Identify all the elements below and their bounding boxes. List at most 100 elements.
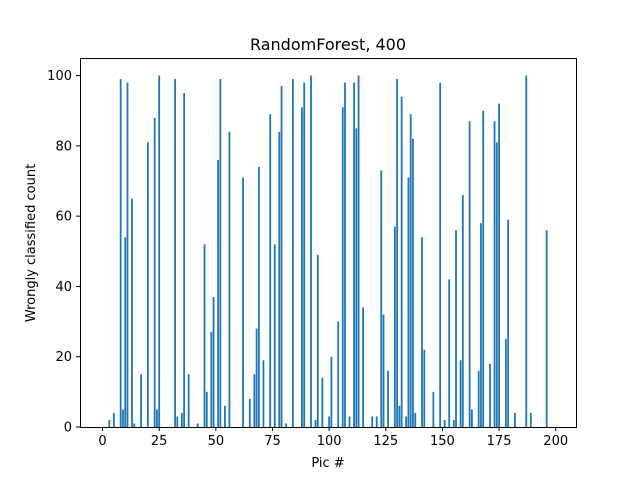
bar-104 <box>337 321 340 427</box>
bar-24 <box>156 409 158 427</box>
x-tick-label: 50 <box>208 434 225 449</box>
y-tick-label: 0 <box>64 421 72 436</box>
chart-title: RandomForest, 400 <box>250 35 406 54</box>
bar-131 <box>398 405 401 427</box>
bar-25 <box>158 75 161 427</box>
x-tick-label: 200 <box>543 434 568 449</box>
bar-8 <box>119 79 122 427</box>
bar-142 <box>423 349 426 427</box>
x-tick-label: 125 <box>373 434 398 449</box>
bar-159 <box>461 195 464 427</box>
bar-124 <box>382 314 385 427</box>
bar-35 <box>180 412 183 427</box>
bar-107 <box>344 82 346 427</box>
y-tick-label: 40 <box>55 280 72 295</box>
bar-141 <box>421 237 423 427</box>
bar-132 <box>400 96 403 427</box>
bar-178 <box>504 339 507 427</box>
bar-168 <box>482 110 485 428</box>
bar-54 <box>224 405 226 427</box>
bar-89 <box>303 82 306 427</box>
bar-97 <box>321 377 324 427</box>
bar-175 <box>498 103 500 427</box>
bar-126 <box>387 370 389 427</box>
bar-76 <box>273 244 276 427</box>
bar-129 <box>393 226 396 427</box>
bar-121 <box>375 416 378 427</box>
y-axis-label: Wrongly classified count <box>24 164 39 322</box>
bar-78 <box>278 131 281 428</box>
bar-32 <box>174 79 176 427</box>
y-tick-label: 20 <box>55 350 72 365</box>
bar-56 <box>228 131 231 428</box>
bar-74 <box>269 114 272 427</box>
bar-88 <box>301 107 303 427</box>
bar-33 <box>176 416 179 427</box>
plot-frame <box>80 58 577 428</box>
bar-84 <box>291 79 294 427</box>
bar-109 <box>348 416 351 427</box>
x-tick-label: 150 <box>430 434 455 449</box>
bar-11 <box>126 82 129 427</box>
x-tick-label: 175 <box>487 434 512 449</box>
bar-115 <box>362 307 365 427</box>
x-tick-label: 100 <box>317 434 342 449</box>
bar-156 <box>455 230 457 427</box>
x-tick-label: 25 <box>151 434 168 449</box>
bar-48 <box>210 332 213 427</box>
bar-106 <box>341 107 344 427</box>
bar-101 <box>330 356 333 427</box>
bar-173 <box>493 121 496 427</box>
bar-9 <box>122 409 124 427</box>
bar-series <box>108 75 548 428</box>
bar-68 <box>255 328 258 427</box>
bar-92 <box>310 75 312 427</box>
bar-81 <box>285 423 287 427</box>
bar-149 <box>439 82 442 427</box>
y-tick-label: 80 <box>55 139 72 154</box>
bar-162 <box>468 121 471 427</box>
bar-38 <box>187 374 190 427</box>
bar-71 <box>262 360 265 427</box>
bar-136 <box>409 114 412 427</box>
bar-155 <box>452 419 455 427</box>
x-axis-label: Pic # <box>311 456 344 471</box>
bar-62 <box>242 177 244 427</box>
bar-187 <box>525 75 528 427</box>
bar-51 <box>217 159 220 427</box>
bar-158 <box>459 360 462 427</box>
bar-14 <box>133 423 136 427</box>
y-axis-ticks: 0 20 40 60 80 100 <box>47 69 80 436</box>
bar-100 <box>328 416 331 427</box>
x-tick-label: 75 <box>264 434 281 449</box>
x-tick-label: 0 <box>98 434 106 449</box>
bar-13 <box>131 198 133 427</box>
y-tick-label: 60 <box>55 210 72 225</box>
bar-20 <box>146 142 149 427</box>
bar-167 <box>480 223 482 427</box>
bar-119 <box>371 416 374 427</box>
bar-166 <box>477 370 480 427</box>
bar-45 <box>203 244 206 427</box>
bar-130 <box>396 79 399 427</box>
bar-17 <box>140 374 142 427</box>
bar-189 <box>529 412 532 427</box>
bar-94 <box>314 419 317 427</box>
x-axis-ticks: 0 25 50 75 100 125 150 175 200 <box>98 427 568 449</box>
bar-182 <box>514 412 516 427</box>
bar-23 <box>153 117 156 428</box>
bar-67 <box>253 374 256 427</box>
bar-69 <box>257 166 260 427</box>
bar-123 <box>380 170 383 427</box>
bar-163 <box>470 409 473 427</box>
bar-79 <box>280 86 283 428</box>
bar-95 <box>316 254 319 427</box>
bar-146 <box>432 391 435 427</box>
bar-196 <box>545 230 548 427</box>
bar-137 <box>412 138 414 427</box>
bar-10 <box>124 237 127 427</box>
bar-134 <box>405 416 408 427</box>
bar-42 <box>196 423 199 427</box>
